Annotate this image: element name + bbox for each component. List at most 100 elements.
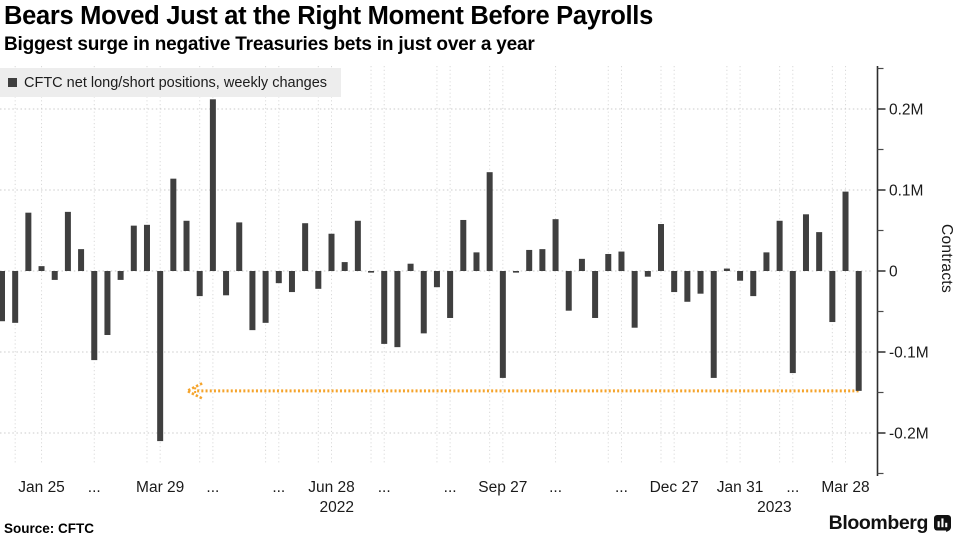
bar [486, 172, 493, 271]
bar [368, 271, 375, 273]
x-axis-labels: Jan 25... Mar 29...... Jun 28...... Sep 27.… [18, 479, 869, 516]
x-tick-label: ... [615, 479, 628, 496]
y-axis: 0.2M 0.1M 0 -0.1M -0.2M [876, 66, 929, 476]
bar [209, 99, 216, 271]
page-subtitle: Biggest surge in negative Treasuries bet… [4, 34, 535, 55]
x-gridlines [14, 66, 847, 463]
y-tick-label: 0.2M [889, 102, 923, 119]
bar [381, 271, 388, 344]
bars [0, 99, 862, 442]
x-tick-label: Mar 28 [821, 479, 869, 496]
bar [407, 263, 414, 271]
x-tick-label: Jan 25 [18, 479, 65, 496]
bar [51, 271, 58, 280]
bar [223, 271, 230, 296]
bar [143, 224, 150, 271]
bar [565, 271, 572, 311]
x-tick-label: ... [272, 479, 285, 496]
bar [710, 271, 717, 378]
bar [578, 258, 585, 271]
page-title: Bears Moved Just at the Right Moment Bef… [4, 2, 653, 30]
bar [671, 271, 678, 293]
source-note: Source: CFTC [4, 521, 95, 536]
bar [25, 212, 32, 271]
bar [539, 249, 546, 271]
bar [420, 271, 427, 334]
x-tick-label: ... [549, 479, 562, 496]
bar [631, 271, 638, 328]
bar [552, 219, 559, 271]
bar [763, 252, 770, 271]
bar [723, 268, 730, 271]
y-tick-label: 0.1M [889, 183, 923, 200]
bar [644, 271, 651, 277]
bar [829, 271, 836, 323]
bar [460, 219, 467, 271]
bar [91, 271, 98, 361]
bar [249, 271, 256, 331]
annotation-arrow [184, 382, 859, 400]
bar [592, 271, 599, 318]
bar [354, 220, 361, 271]
x-tick-label: ... [88, 479, 101, 496]
bar [737, 271, 744, 281]
x-tick-label: Sep 27 [478, 479, 527, 496]
bar [750, 271, 757, 297]
bar [394, 271, 401, 348]
y-tick-label: -0.2M [889, 426, 929, 443]
y-tick-label: 0 [889, 264, 898, 281]
bar [789, 271, 796, 374]
legend: CFTC net long/short positions, weekly ch… [0, 68, 342, 97]
bar [658, 224, 664, 271]
x-tick-label: Jun 28 [308, 479, 355, 496]
bar [288, 271, 295, 293]
bar [104, 271, 111, 335]
bar [341, 262, 348, 271]
bar [38, 266, 45, 271]
bar [433, 271, 440, 288]
x-tick-label: ... [444, 479, 457, 496]
bar [64, 211, 71, 271]
bar [697, 271, 704, 294]
bar [78, 249, 85, 271]
x-tick-label: Mar 29 [136, 479, 184, 496]
x-tick-label: ... [786, 479, 799, 496]
legend-swatch-icon [8, 78, 17, 87]
bloomberg-logo-icon [934, 515, 951, 532]
bar [183, 220, 190, 271]
x-tick-label: Jan 31 [717, 479, 764, 496]
bar [684, 271, 691, 302]
bar [802, 214, 809, 271]
bar [170, 178, 177, 271]
bar [262, 271, 269, 323]
year-label: 2023 [757, 499, 791, 516]
bloomberg-logo: Bloomberg [829, 512, 951, 535]
bar [605, 253, 612, 271]
bar [526, 249, 533, 271]
y-axis-title: Contracts [938, 224, 955, 294]
bar [855, 271, 862, 391]
bar [473, 252, 480, 271]
bar [315, 271, 322, 289]
x-tick-label: ... [378, 479, 391, 496]
bar [842, 191, 849, 271]
bloomberg-wordmark: Bloomberg [828, 512, 929, 534]
x-tick-label: Dec 27 [650, 479, 699, 496]
bar [816, 232, 823, 271]
bar [328, 233, 335, 271]
bar [275, 271, 282, 284]
bar [513, 271, 520, 273]
year-label: 2022 [320, 499, 354, 516]
bar [618, 251, 625, 271]
x-tick-label: ... [206, 479, 219, 496]
bar [236, 222, 243, 271]
bar [447, 271, 454, 318]
y-tick-label: -0.1M [889, 345, 929, 362]
bar [302, 223, 309, 271]
legend-label: CFTC net long/short positions, weekly ch… [24, 74, 328, 91]
bar [130, 225, 137, 271]
bar [157, 271, 164, 442]
bar [117, 271, 124, 280]
